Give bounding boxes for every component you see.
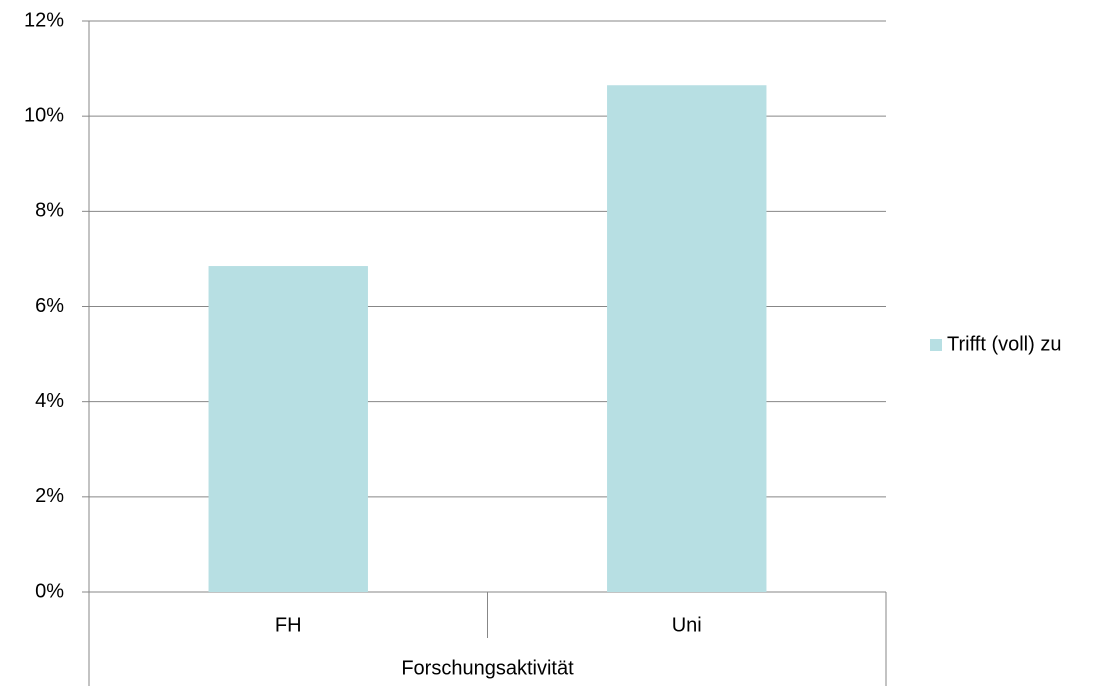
- bar: [607, 85, 767, 593]
- x-tick-label: FH: [275, 614, 302, 636]
- y-tick-label: 10%: [24, 104, 64, 126]
- y-tick-label: 0%: [35, 580, 64, 602]
- y-tick-label: 4%: [35, 390, 64, 412]
- y-tick-label: 6%: [35, 295, 64, 317]
- y-tick-label: 8%: [35, 200, 64, 222]
- legend-swatch: [930, 339, 942, 351]
- x-tick-label: Uni: [672, 614, 702, 636]
- y-tick-label: 12%: [24, 9, 64, 31]
- y-tick-label: 2%: [35, 485, 64, 507]
- x-axis-label: Forschungsaktivität: [401, 657, 574, 679]
- bar: [208, 266, 368, 592]
- legend-label: Trifft (voll) zu: [947, 333, 1061, 355]
